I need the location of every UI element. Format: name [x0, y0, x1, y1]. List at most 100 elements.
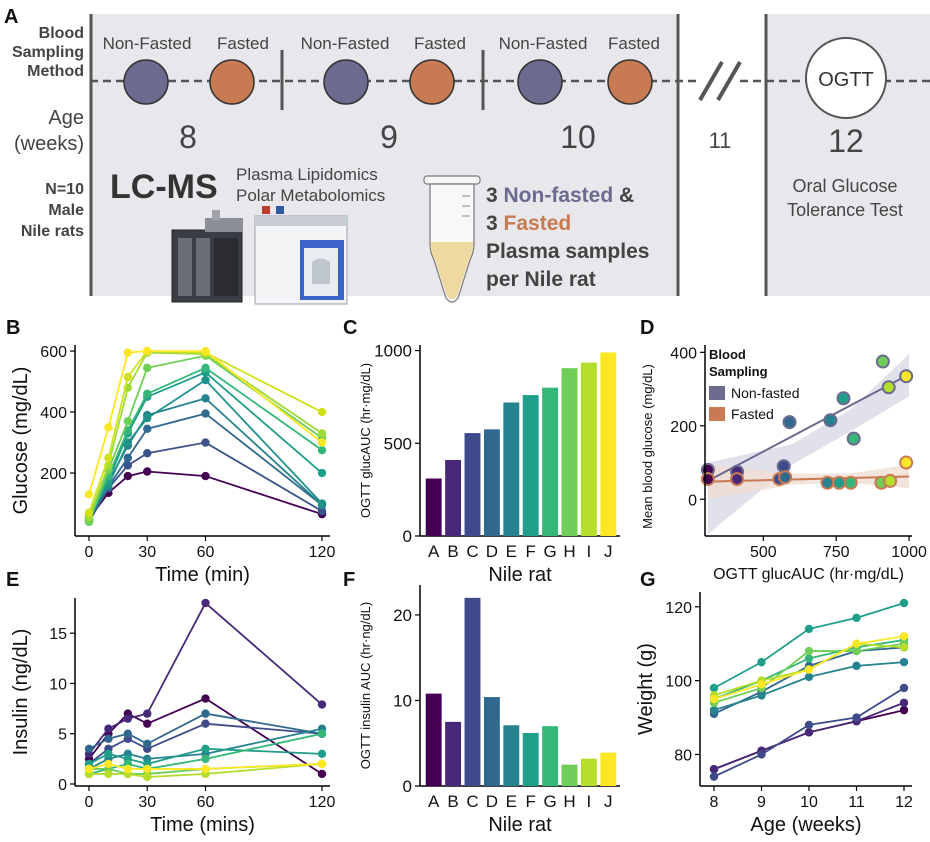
- data-point: [143, 424, 152, 434]
- data-point: [143, 363, 152, 373]
- confidence-band: [707, 354, 910, 535]
- data-point: [709, 765, 719, 774]
- data-point: [201, 694, 210, 703]
- data-point: [832, 475, 847, 490]
- x-axis-title: OGTT glucAUC (hr·mg/dL): [713, 566, 904, 583]
- bar: [580, 758, 597, 786]
- bar: [522, 395, 539, 536]
- data-point: [823, 413, 838, 428]
- data-point: [804, 720, 814, 730]
- lcms-instrument-icon: [171, 206, 348, 305]
- y-tick-label: 200: [40, 466, 67, 483]
- ogtt-circle-label: OGTT: [818, 69, 874, 91]
- bar: [483, 697, 500, 786]
- y-tick-label: 0: [58, 777, 67, 794]
- data-point: [881, 380, 896, 395]
- data-point: [143, 467, 152, 476]
- x-axis-title: Nile rat: [488, 564, 552, 586]
- x-tick-label: I: [587, 792, 592, 811]
- samples-nonfasted: Non-fasted: [504, 184, 614, 207]
- x-tick-label: D: [486, 542, 498, 561]
- data-point: [709, 705, 719, 715]
- week-10-nonfasted-dot: [517, 59, 563, 105]
- data-point: [782, 415, 797, 430]
- data-point: [201, 363, 210, 373]
- panel-b: B 0 30 60 120 200 400 600 Time (min) Glucose (mg/…: [6, 317, 335, 586]
- data-point: [317, 499, 327, 508]
- data-point: [804, 672, 814, 682]
- data-point: [852, 646, 861, 656]
- microtube-icon: [423, 175, 481, 303]
- samples-line-1: 3 Non-fasted &: [486, 184, 634, 207]
- bar: [542, 726, 559, 786]
- data-point: [201, 346, 210, 356]
- x-tick-label: E: [506, 792, 517, 811]
- data-point: [757, 657, 766, 667]
- x-tick-label: 30: [138, 544, 156, 561]
- series-line: [88, 601, 323, 755]
- week-10-fasted-label: Fasted: [608, 34, 660, 53]
- data-point: [846, 431, 861, 446]
- y-axis-title: Mean blood glucose (mg/dL): [640, 364, 655, 529]
- series-line: [88, 350, 323, 495]
- series-line: [713, 709, 905, 771]
- legend-label: Fasted: [731, 406, 774, 422]
- series-line: [88, 366, 323, 520]
- x-tick-label: C: [466, 542, 478, 561]
- data-point: [899, 369, 914, 384]
- data-point: [143, 709, 152, 718]
- x-tick-label: 0: [85, 544, 94, 561]
- bar: [503, 402, 520, 536]
- y-tick-label: 0: [403, 777, 412, 796]
- panel-e: E 0 30 60 120 0 5 10 15 Time (mins) Insulin (ng/dL…: [6, 569, 335, 836]
- y-tick-label: 20: [393, 606, 412, 625]
- bar: [542, 387, 559, 536]
- ogtt-desc-line-2: Tolerance Test: [787, 200, 903, 220]
- y-axis-title: Glucose (mg/dL): [10, 367, 32, 515]
- x-tick-label: 120: [309, 544, 336, 561]
- week-9-fasted-dot: [409, 59, 455, 105]
- data-point: [804, 654, 814, 663]
- data-point: [104, 423, 113, 432]
- data-point: [123, 471, 133, 481]
- week-10-fasted-dot: [607, 59, 653, 105]
- x-tick-label: 9: [757, 794, 766, 811]
- data-point: [143, 772, 152, 782]
- y-tick-label: 0: [688, 492, 697, 509]
- data-point: [123, 729, 133, 738]
- y-tick-label: 600: [40, 344, 67, 361]
- x-tick-label: 10: [800, 794, 818, 811]
- data-point: [899, 657, 909, 667]
- series-line: [88, 350, 323, 513]
- row-label-n: N=10: [45, 181, 84, 198]
- x-axis-title: Age (weeks): [750, 814, 861, 836]
- x-tick-label: I: [587, 542, 592, 561]
- data-point: [899, 632, 909, 641]
- data-point: [875, 354, 890, 369]
- data-point: [143, 346, 152, 356]
- ogtt-circle: [805, 37, 887, 119]
- x-tick-label: 8: [710, 794, 719, 811]
- data-point: [201, 409, 210, 418]
- x-tick-label: 120: [309, 794, 336, 811]
- week-9-fasted-label: Fasted: [414, 34, 466, 53]
- data-point: [201, 719, 210, 728]
- data-point: [836, 391, 851, 406]
- week-9-label: 9: [380, 119, 398, 155]
- y-tick-label: 200: [670, 419, 697, 436]
- data-point: [201, 598, 210, 608]
- row-label-nile-rats: Nile rats: [21, 223, 84, 240]
- panel-letter-a: A: [4, 6, 18, 28]
- y-tick-label: 15: [49, 626, 67, 643]
- data-point: [317, 445, 327, 455]
- panel-letter-d: D: [640, 317, 654, 339]
- y-tick-label: 5: [58, 727, 67, 744]
- ogtt-desc-line-1: Oral Glucose: [792, 176, 897, 196]
- series-line: [88, 371, 323, 521]
- x-tick-label: A: [428, 542, 440, 561]
- bar: [464, 433, 481, 536]
- panel-a: A Blood Sampling Method Age (weeks) N=10…: [4, 6, 930, 305]
- data-point: [84, 764, 94, 774]
